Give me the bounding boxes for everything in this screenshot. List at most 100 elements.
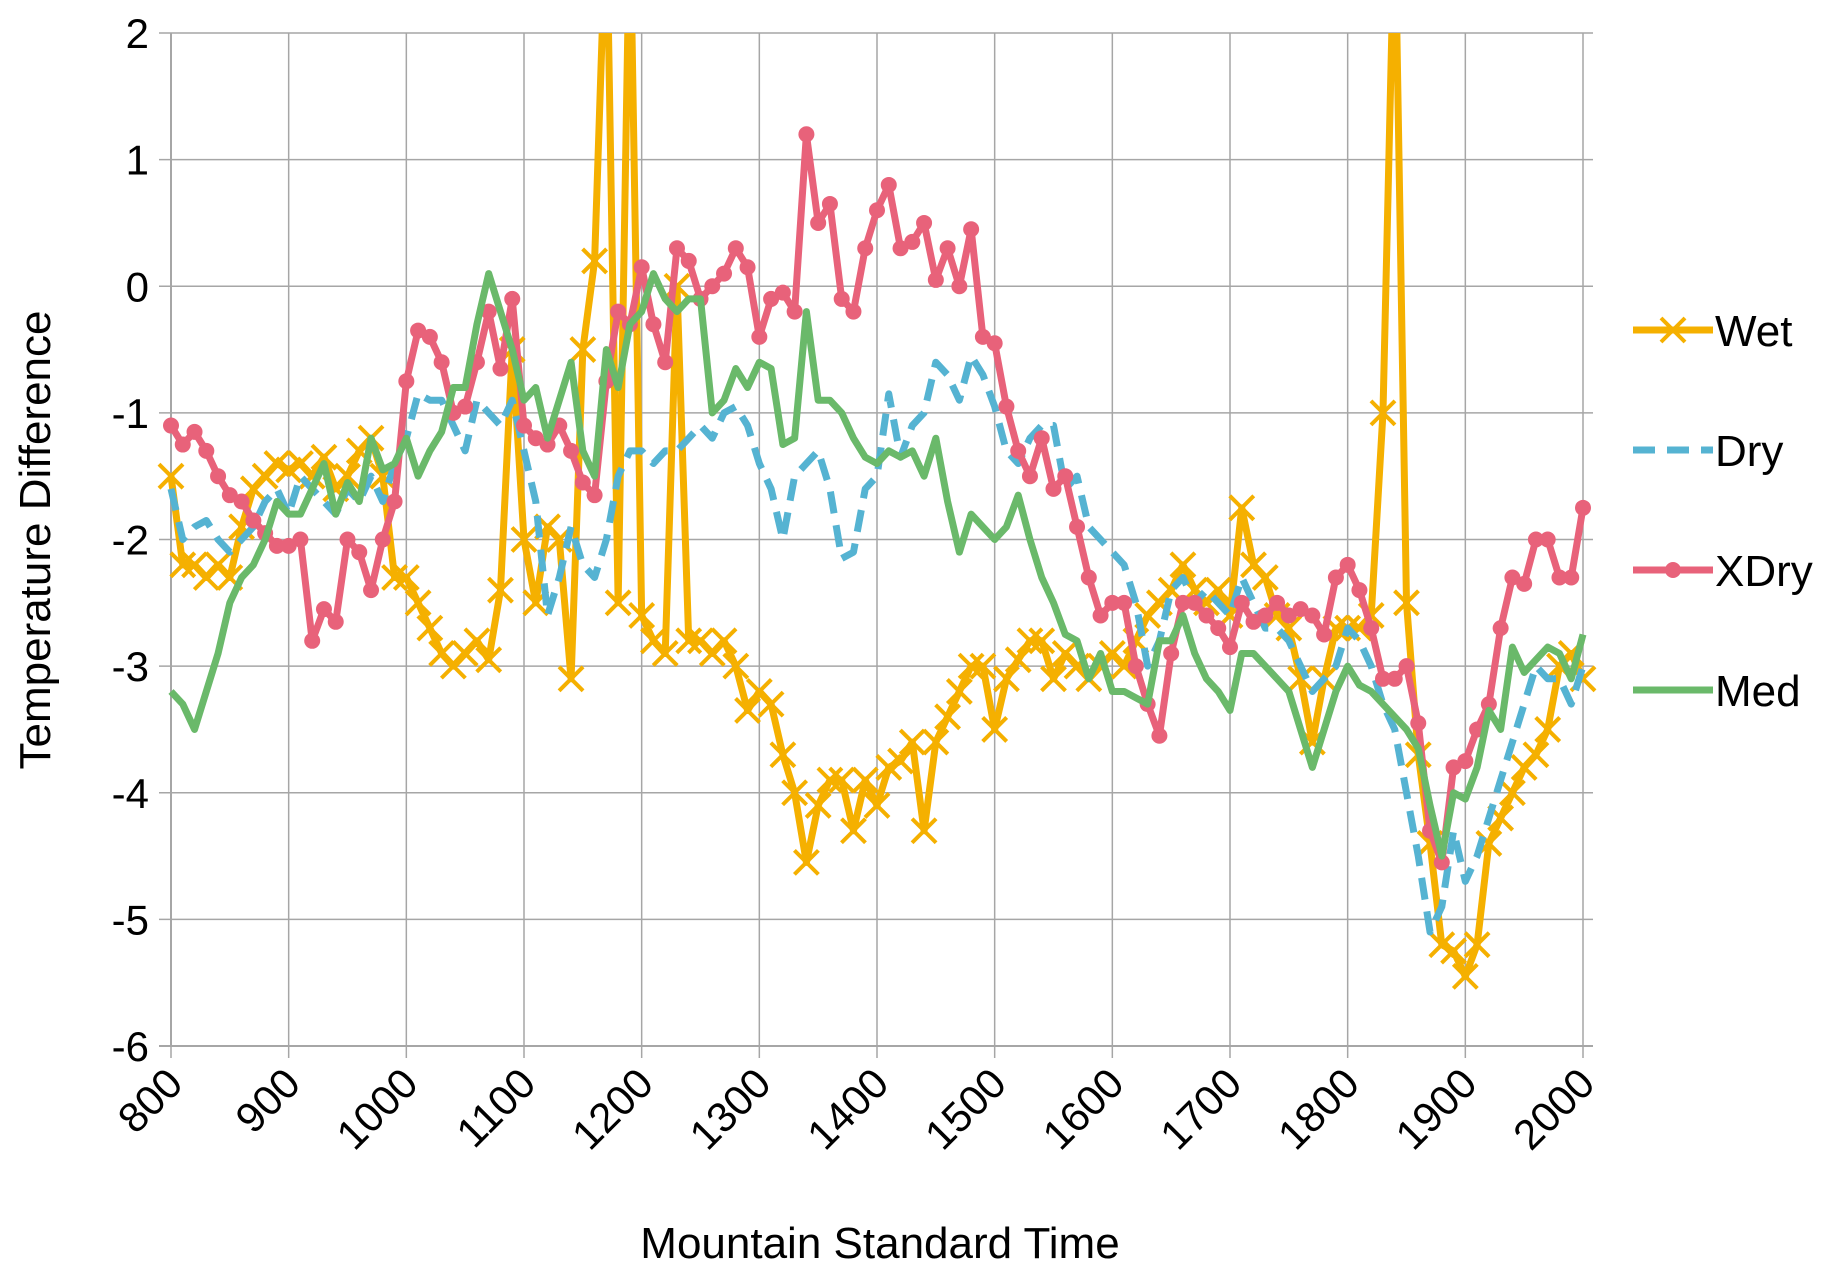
- point-marker: [381, 564, 408, 591]
- point-marker: [974, 328, 991, 345]
- point-marker: [1410, 715, 1427, 732]
- point-marker: [910, 817, 938, 845]
- point-marker: [904, 233, 921, 250]
- point-marker: [1527, 531, 1544, 548]
- point-marker: [1463, 931, 1491, 959]
- series-line: [168, 270, 1587, 860]
- x-tick-label: 1500: [916, 1059, 1015, 1158]
- point-marker: [963, 221, 980, 238]
- point-marker: [704, 278, 721, 295]
- point-marker: [1433, 854, 1450, 871]
- point-marker: [480, 303, 497, 320]
- point-marker: [404, 589, 432, 617]
- y-tick-label: 1: [126, 137, 149, 184]
- point-marker: [268, 537, 285, 554]
- y-tick-label: 0: [126, 263, 149, 310]
- point-marker: [557, 665, 585, 693]
- point-marker: [233, 493, 250, 510]
- point-marker: [892, 240, 909, 257]
- point-marker: [334, 462, 361, 490]
- point-marker: [763, 290, 780, 307]
- point-marker: [1033, 430, 1050, 447]
- legend-marker: [1659, 316, 1687, 344]
- point-marker: [680, 252, 697, 269]
- point-marker: [945, 678, 973, 705]
- point-marker: [792, 848, 820, 876]
- point-marker: [1440, 937, 1467, 965]
- point-marker: [487, 576, 514, 604]
- y-tick-label: -5: [112, 896, 149, 943]
- point-marker: [1116, 594, 1133, 611]
- point-marker: [574, 474, 591, 491]
- point-marker: [569, 336, 597, 363]
- point-marker: [245, 512, 262, 529]
- point-marker: [351, 544, 368, 561]
- point-marker: [1451, 962, 1479, 990]
- x-tick-label: 1300: [680, 1059, 779, 1158]
- point-marker: [510, 526, 538, 553]
- point-marker: [1228, 494, 1256, 522]
- point-marker: [1539, 531, 1556, 548]
- point-marker: [1204, 576, 1232, 604]
- point-marker: [998, 398, 1015, 415]
- point-marker: [957, 652, 985, 680]
- point-marker: [786, 303, 803, 320]
- legend-label: Wet: [1715, 307, 1792, 356]
- point-marker: [1504, 569, 1521, 586]
- point-marker: [657, 354, 674, 371]
- point-marker: [157, 462, 185, 490]
- point-marker: [821, 195, 838, 212]
- x-tick-label: 1400: [798, 1059, 897, 1158]
- plot-area: [157, 33, 1597, 990]
- point-marker: [563, 442, 580, 459]
- point-marker: [386, 493, 403, 510]
- point-marker: [539, 436, 556, 453]
- point-marker: [1269, 594, 1286, 611]
- point-marker: [186, 423, 203, 440]
- point-marker: [1563, 569, 1580, 586]
- point-marker: [840, 817, 867, 845]
- point-marker: [857, 240, 874, 257]
- point-marker: [527, 430, 544, 447]
- point-marker: [1280, 607, 1297, 624]
- point-marker: [1551, 569, 1568, 586]
- point-marker: [833, 290, 850, 307]
- point-marker: [1575, 499, 1591, 516]
- point-marker: [163, 417, 179, 434]
- point-marker: [798, 126, 815, 143]
- point-marker: [939, 240, 956, 257]
- point-marker: [804, 791, 832, 819]
- point-marker: [757, 690, 785, 718]
- point-marker: [410, 322, 427, 339]
- point-marker: [457, 398, 474, 415]
- point-marker: [981, 716, 1009, 743]
- point-marker: [1351, 582, 1368, 599]
- point-marker: [604, 589, 632, 617]
- point-marker: [716, 265, 733, 282]
- point-marker: [1169, 551, 1197, 579]
- point-marker: [1374, 670, 1391, 687]
- point-marker: [421, 328, 438, 345]
- point-marker: [816, 766, 844, 794]
- y-tick-label: -2: [112, 517, 149, 564]
- point-marker: [1069, 518, 1086, 535]
- point-marker: [845, 303, 862, 320]
- point-marker: [1198, 607, 1215, 624]
- point-marker: [993, 665, 1020, 693]
- point-marker: [887, 747, 914, 775]
- point-marker: [769, 741, 797, 769]
- x-tick-label: 1900: [1386, 1059, 1485, 1158]
- point-marker: [1534, 716, 1562, 743]
- point-marker: [727, 240, 744, 257]
- x-axis-title: Mountain Standard Time: [640, 1219, 1119, 1268]
- point-marker: [927, 271, 944, 288]
- point-marker: [1151, 727, 1168, 744]
- point-marker: [198, 442, 215, 459]
- point-marker: [221, 487, 238, 504]
- point-marker: [1028, 627, 1056, 655]
- legend-label: XDry: [1715, 547, 1813, 596]
- point-marker: [916, 214, 933, 231]
- y-tick-label: -1: [112, 390, 149, 437]
- point-marker: [951, 278, 968, 295]
- point-marker: [1327, 569, 1344, 586]
